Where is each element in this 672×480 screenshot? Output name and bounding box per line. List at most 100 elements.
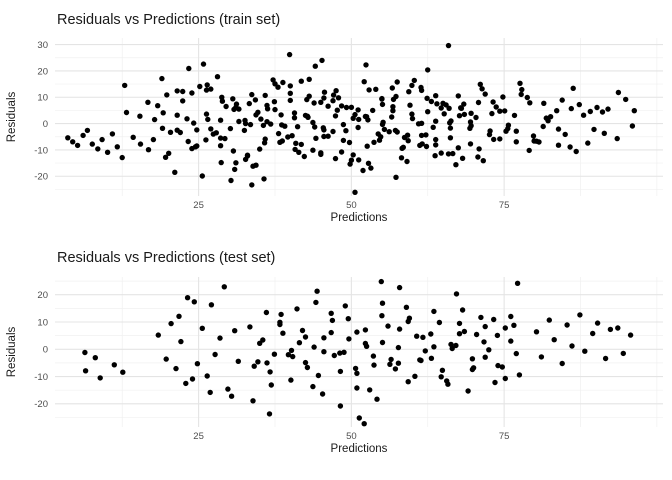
data-point — [492, 379, 498, 386]
data-point — [533, 329, 540, 335]
data-point — [587, 108, 593, 115]
data-point — [340, 137, 347, 144]
data-point — [368, 165, 374, 171]
data-point — [89, 141, 96, 147]
data-point — [370, 353, 377, 359]
data-point — [82, 368, 89, 374]
data-point — [461, 111, 468, 118]
data-point — [433, 136, 439, 143]
data-point — [236, 106, 242, 112]
data-point — [176, 313, 182, 319]
data-point — [508, 338, 514, 344]
data-point — [513, 139, 519, 145]
data-point — [257, 146, 263, 152]
data-point — [385, 323, 391, 329]
data-point — [249, 182, 255, 188]
test-chart: -20 -10 0 10 20 25 50 75 Residuals vs Prediction… — [0, 240, 672, 480]
data-point — [379, 101, 386, 108]
data-point — [564, 322, 570, 328]
data-point — [379, 121, 386, 128]
data-point — [519, 86, 525, 93]
data-point — [392, 127, 399, 134]
data-point — [456, 320, 463, 327]
data-point — [314, 288, 320, 294]
data-point — [80, 132, 86, 139]
data-point — [246, 100, 252, 107]
data-point — [204, 82, 210, 88]
data-point — [393, 93, 399, 100]
data-point — [330, 128, 336, 135]
data-point — [186, 65, 192, 72]
data-point — [207, 389, 213, 396]
data-point — [395, 344, 402, 351]
data-point — [268, 382, 274, 388]
data-point — [247, 324, 253, 330]
data-point — [406, 89, 412, 95]
data-point — [364, 143, 370, 149]
data-point — [516, 372, 523, 378]
data-point — [527, 100, 533, 106]
tick-labels-layer: -20 -10 0 10 20 30 25 50 75 — [34, 40, 509, 211]
data-point — [203, 137, 209, 143]
data-point — [312, 124, 318, 130]
data-point — [315, 372, 322, 379]
data-point — [318, 99, 324, 106]
data-point — [465, 388, 471, 394]
data-point — [318, 151, 324, 158]
data-point — [242, 156, 249, 163]
data-point — [386, 129, 392, 135]
data-point — [594, 320, 601, 326]
data-point — [392, 366, 399, 372]
data-point — [379, 313, 385, 319]
data-point — [354, 385, 360, 391]
data-point — [194, 127, 200, 133]
data-point — [159, 75, 165, 82]
data-point — [445, 42, 452, 49]
data-point — [272, 106, 278, 113]
data-point — [236, 118, 242, 125]
data-point — [379, 96, 385, 102]
data-point — [354, 329, 360, 335]
points-layer — [82, 278, 634, 427]
data-point — [439, 367, 446, 373]
data-point — [217, 135, 224, 141]
data-point — [286, 51, 293, 58]
data-point — [346, 139, 353, 146]
data-point — [405, 138, 411, 144]
data-point — [168, 320, 174, 327]
data-point — [162, 154, 169, 160]
data-point — [189, 90, 195, 96]
data-point — [423, 143, 430, 150]
data-point — [538, 354, 545, 360]
data-point — [249, 91, 255, 98]
data-point — [414, 333, 420, 339]
data-point — [438, 374, 444, 380]
data-point — [174, 88, 180, 94]
data-point — [499, 364, 505, 370]
test-x-axis-label: Predictions — [331, 443, 388, 455]
y-tick-label: -20 — [34, 172, 48, 183]
data-point — [569, 343, 575, 349]
data-point — [403, 304, 410, 310]
data-point — [294, 306, 300, 312]
data-point — [615, 325, 621, 331]
data-point — [163, 356, 169, 362]
data-point — [456, 113, 463, 119]
data-point — [444, 378, 450, 384]
data-point — [395, 360, 402, 366]
data-point — [505, 122, 512, 128]
data-point — [194, 143, 200, 149]
data-point — [389, 114, 395, 120]
data-point — [401, 134, 408, 141]
train-chart-title: Residuals vs Predictions (train set) — [57, 12, 280, 28]
y-tick-label: -10 — [34, 372, 48, 383]
data-point — [253, 162, 259, 168]
data-point — [114, 144, 121, 150]
data-point — [433, 118, 439, 124]
data-point — [599, 109, 606, 115]
data-point — [299, 327, 306, 334]
train-chart: -20 -10 0 10 20 30 25 50 75 Residuals vs Predicti… — [6, 12, 663, 224]
data-point — [627, 332, 634, 338]
data-point — [591, 126, 597, 133]
data-point — [570, 85, 576, 92]
